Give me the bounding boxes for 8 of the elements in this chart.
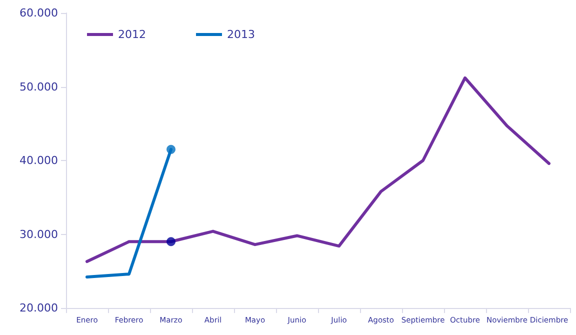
y-tick-label: 20.000 <box>20 302 58 314</box>
line-series <box>86 76 550 264</box>
legend-label: 2012 <box>118 28 146 41</box>
y-tick-label: 40.000 <box>20 154 58 167</box>
y-tick-label: 60.000 <box>20 6 58 20</box>
y-tick-label: 30.000 <box>20 228 58 241</box>
legend-label: 2013 <box>226 28 255 41</box>
y-tick-label: 50.000 <box>20 80 58 94</box>
